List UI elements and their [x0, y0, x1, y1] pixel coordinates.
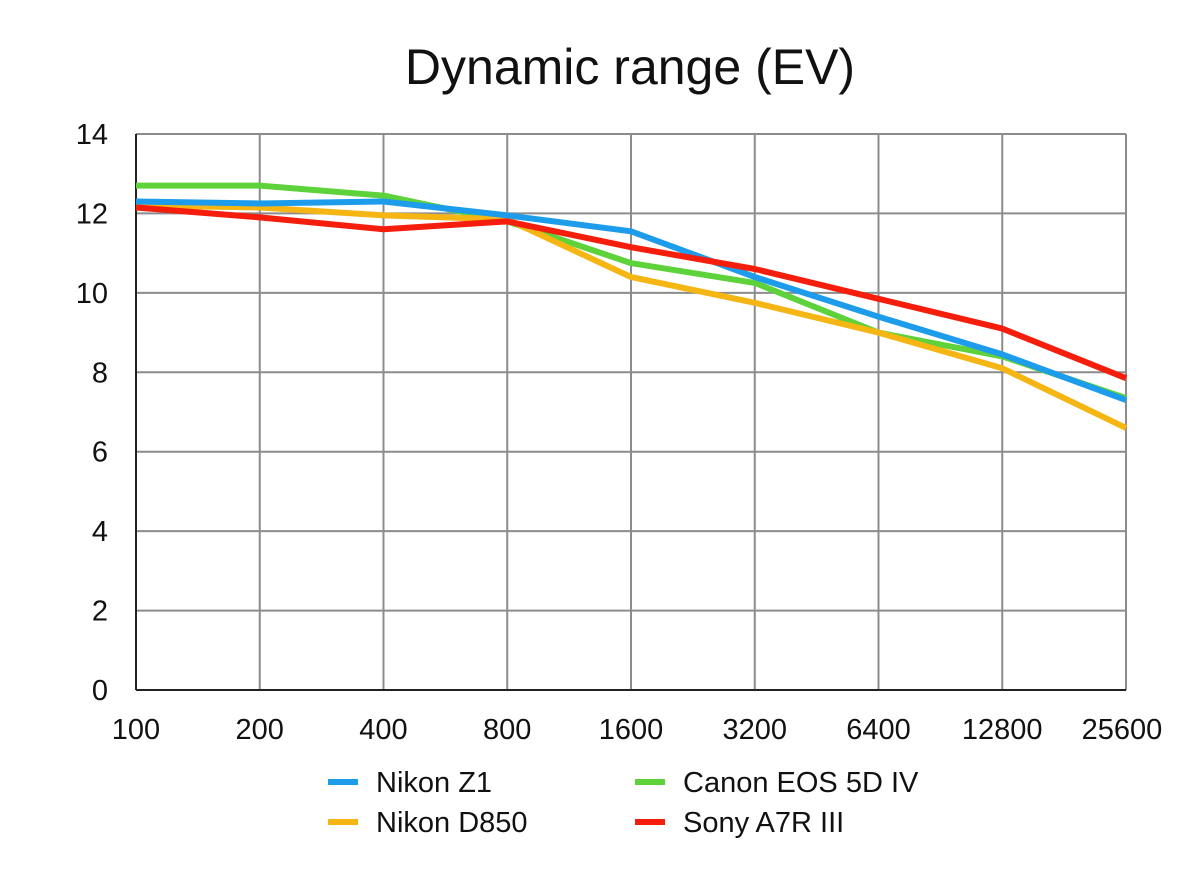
legend-label-canon-eos-5d-iv: Canon EOS 5D IV: [683, 767, 919, 799]
y-tick-label: 2: [92, 596, 108, 628]
series-line-nikon-d850: [135, 202, 1128, 431]
y-tick-label: 6: [92, 437, 108, 469]
x-tick-label: 200: [236, 714, 284, 746]
x-tick-label: 400: [359, 714, 407, 746]
legend-label-nikon-z1: Nikon Z1: [376, 767, 492, 799]
x-tick-label: 800: [483, 714, 531, 746]
y-axis: 0 2 4 6 8 10 12 14: [76, 119, 108, 707]
y-tick-label: 8: [92, 357, 108, 389]
series-lines: [135, 182, 1128, 431]
y-tick-label: 0: [92, 675, 108, 707]
y-tick-label: 14: [76, 119, 108, 151]
series-line-nikon-z1: [135, 198, 1128, 403]
series-line-sony-a7r-iii: [135, 204, 1128, 381]
x-tick-label: 25600: [1082, 714, 1163, 746]
chart-title: Dynamic range (EV): [405, 39, 855, 95]
legend: Nikon Z1 Nikon D850 Canon EOS 5D IV Sony A7…: [328, 767, 919, 839]
x-axis: 100 200 400 800 1600 3200 6400 12800 25600: [112, 714, 1163, 746]
y-tick-label: 10: [76, 278, 108, 310]
x-tick-label: 3200: [722, 714, 787, 746]
y-tick-label: 12: [76, 198, 108, 230]
x-tick-label: 12800: [962, 714, 1043, 746]
y-tick-label: 4: [92, 516, 108, 548]
series-line-canon-eos-5d-iv: [136, 182, 1127, 401]
x-tick-label: 100: [112, 714, 160, 746]
legend-label-sony-a7r-iii: Sony A7R III: [683, 807, 844, 839]
legend-label-nikon-d850: Nikon D850: [376, 807, 528, 839]
x-tick-label: 6400: [846, 714, 911, 746]
x-tick-label: 1600: [599, 714, 664, 746]
